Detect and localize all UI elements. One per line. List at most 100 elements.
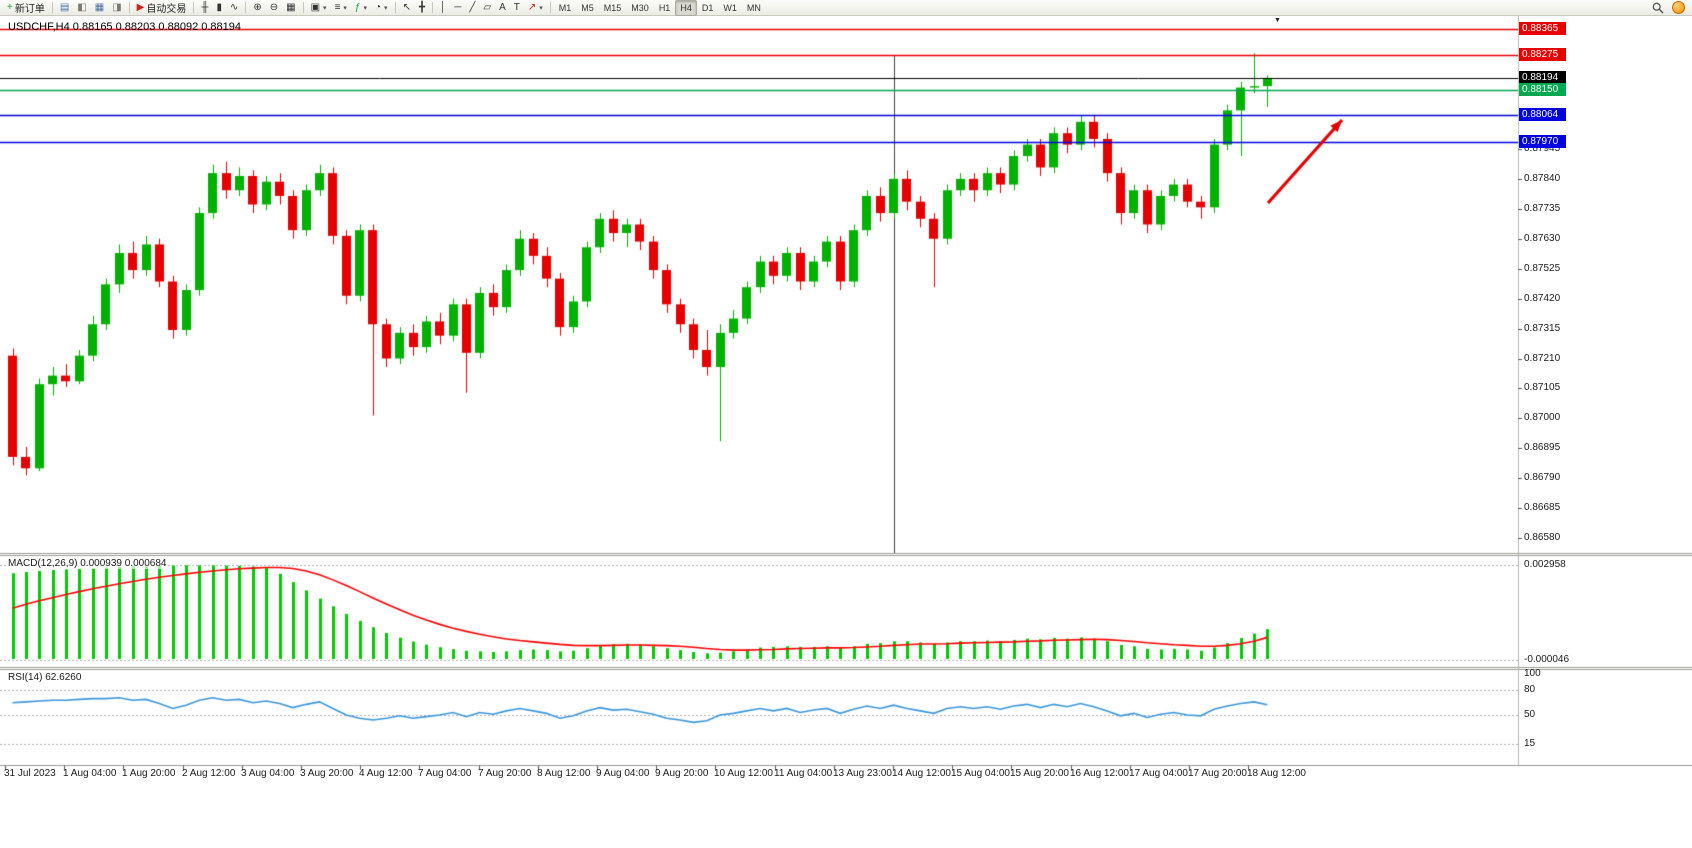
navigator-icon: ▦ — [94, 2, 105, 13]
time-axis-label: 17 Aug 04:00 — [1129, 768, 1188, 779]
toolbar-separator — [549, 2, 551, 13]
zoom-out-icon: ⊖ — [269, 2, 279, 13]
search-button[interactable] — [1648, 0, 1668, 16]
channel-tool-icon: ▱ — [483, 2, 492, 13]
auto-trading-button[interactable]: ▶ 自动交易 — [133, 0, 191, 16]
time-axis-label: 2 Aug 12:00 — [182, 768, 236, 779]
new-order-label: 新订单 — [14, 4, 45, 15]
level-price-tag[interactable]: 0.87970 — [1519, 135, 1566, 148]
timeframe-h4-button[interactable]: H4 — [675, 0, 697, 16]
timeframe-mn-button[interactable]: MN — [746, 2, 761, 13]
level-price-tag[interactable]: 0.88150 — [1519, 83, 1566, 96]
price-chart-canvas[interactable] — [0, 16, 1692, 785]
candlestick-style-icon: ▮ — [216, 2, 222, 13]
timeframe-m1-button[interactable]: M1 — [558, 2, 572, 13]
horizontal-line-tool-icon: ─ — [454, 2, 462, 13]
time-axis-label: 11 Aug 04:00 — [774, 768, 833, 779]
cursor-icon: ↖ — [402, 2, 411, 13]
zoom-out-button[interactable]: ⊖ — [266, 0, 282, 16]
time-axis-label: 1 Aug 20:00 — [122, 768, 176, 779]
toolbar-separator — [302, 2, 304, 13]
profiles-icon: ≡ — [334, 2, 341, 13]
periods-button[interactable]: ◔ ▾ — [371, 0, 392, 16]
price-axis-tick: 0.87000 — [1524, 412, 1561, 423]
chart-window: USDCHF,H4 0.88165 0.88203 0.88092 0.8819… — [0, 16, 1692, 848]
new-order-icon: + — [7, 2, 13, 13]
templates-caret-icon: ▾ — [323, 4, 327, 12]
toolbar: + 新订单 ▤ ◧ ▦ ◨ ▶ 自动交易 ╫ ▮ ∿ ⊕ ⊖ ▦ ▣ ▾ ≡ ▾ ƒ ▾ ◔ ▾ ↖ ╋ │ ─ ╱ ▱ A T ↗ ▾ M1 M… — [0, 0, 1692, 16]
toolbar-separator — [51, 2, 53, 13]
periods-icon: ◔ — [375, 2, 382, 13]
price-axis-tick: 0.87420 — [1524, 293, 1561, 304]
line-chart-style-icon: ∿ — [229, 2, 239, 13]
arrows-tool-caret-icon: ▾ — [539, 4, 543, 12]
rsi-axis-tick: 100 — [1524, 668, 1541, 679]
time-axis-label: 8 Aug 12:00 — [537, 768, 591, 779]
level-price-tag[interactable]: 0.88275 — [1519, 48, 1566, 61]
vertical-line-tool-icon: │ — [439, 2, 447, 13]
level-price-tag[interactable]: 0.88365 — [1519, 22, 1566, 35]
terminal-button[interactable]: ◨ — [108, 0, 125, 16]
auto-trading-icon: ▶ — [136, 2, 145, 13]
data-window-icon: ◧ — [77, 2, 87, 13]
toolbar-separator — [431, 2, 433, 13]
crosshair-button[interactable]: ╋ — [415, 0, 429, 16]
timeframe-m5-button[interactable]: M5 — [581, 2, 594, 13]
notification-icon[interactable] — [1672, 1, 1685, 14]
candlestick-style-button[interactable]: ▮ — [212, 0, 226, 16]
price-axis-tick: 0.86895 — [1524, 442, 1561, 453]
time-axis-label: 7 Aug 20:00 — [478, 768, 532, 779]
chart-shift-marker[interactable]: ▼ — [1274, 17, 1281, 24]
periods-caret-icon: ▾ — [384, 4, 388, 12]
channel-tool-button[interactable]: ▱ — [479, 0, 495, 16]
bar-chart-style-button[interactable]: ╫ — [197, 0, 212, 16]
timeframe-w1-button[interactable]: W1 — [723, 2, 737, 13]
tile-windows-icon: ▦ — [286, 2, 296, 13]
time-axis-label: 14 Aug 12:00 — [892, 768, 951, 779]
timeframe-m30-button[interactable]: M30 — [631, 2, 649, 13]
profiles-caret-icon: ▾ — [343, 4, 347, 12]
line-chart-style-button[interactable]: ∿ — [226, 0, 242, 16]
time-axis-label: 3 Aug 04:00 — [241, 768, 295, 779]
horizontal-line-tool-button[interactable]: ─ — [450, 0, 465, 16]
tile-windows-button[interactable]: ▦ — [282, 0, 299, 16]
time-axis-label: 7 Aug 04:00 — [418, 768, 472, 779]
time-axis-label: 13 Aug 23:00 — [833, 768, 892, 779]
level-price-tag[interactable]: 0.88064 — [1519, 108, 1566, 121]
indicators-button[interactable]: ƒ ▾ — [351, 0, 371, 16]
navigator-button[interactable]: ▦ — [91, 0, 108, 16]
time-axis-label: 15 Aug 04:00 — [951, 768, 1010, 779]
new-order-button[interactable]: + 新订单 — [3, 0, 49, 16]
crosshair-icon: ╋ — [418, 2, 425, 13]
vertical-line-tool-button[interactable]: │ — [436, 0, 450, 16]
text-tool-button[interactable]: A — [495, 0, 510, 16]
bar-chart-style-icon: ╫ — [201, 2, 209, 13]
label-tool-button[interactable]: T — [510, 0, 524, 16]
zoom-in-button[interactable]: ⊕ — [249, 0, 265, 16]
market-watch-button[interactable]: ▤ — [56, 0, 73, 16]
data-window-button[interactable]: ◧ — [73, 0, 90, 16]
cursor-button[interactable]: ↖ — [399, 0, 415, 16]
templates-button[interactable]: ▣ ▾ — [307, 0, 331, 16]
time-axis-label: 9 Aug 20:00 — [655, 768, 709, 779]
timeframe-d1-button[interactable]: D1 — [701, 2, 714, 13]
chart-title: USDCHF,H4 0.88165 0.88203 0.88092 0.8819… — [8, 21, 242, 33]
current-price-tag[interactable]: 0.88194 — [1519, 71, 1566, 84]
price-axis-tick: 0.86580 — [1524, 532, 1561, 543]
toolbar-separator — [394, 2, 396, 13]
time-axis-label: 31 Jul 2023 — [4, 768, 56, 779]
macd-indicator-label: MACD(12,26,9) 0.000939 0.000684 — [8, 558, 167, 569]
timeframe-m15-button[interactable]: M15 — [603, 2, 622, 13]
toolbar-separator — [245, 2, 247, 13]
trendline-tool-button[interactable]: ╱ — [465, 0, 479, 16]
profiles-button[interactable]: ≡ ▾ — [331, 0, 351, 16]
auto-trading-label: 自动交易 — [146, 4, 187, 15]
arrows-tool-button[interactable]: ↗ ▾ — [524, 0, 547, 16]
price-axis-tick: 0.87105 — [1524, 382, 1561, 393]
price-axis-tick: 0.87840 — [1524, 173, 1561, 184]
terminal-icon: ◨ — [112, 2, 122, 13]
price-axis-tick: 0.87315 — [1524, 323, 1561, 334]
price-axis-tick: 0.87945 — [1524, 143, 1561, 154]
price-axis-tick: 0.87210 — [1524, 353, 1561, 364]
timeframe-h1-button[interactable]: H1 — [658, 2, 671, 13]
